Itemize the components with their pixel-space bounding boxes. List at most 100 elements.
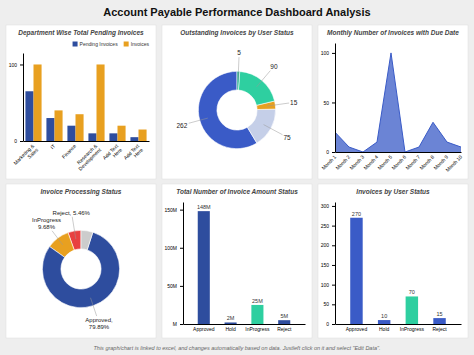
marks (198, 211, 291, 324)
data-label: 5 (237, 49, 241, 56)
leader-line (264, 125, 283, 135)
x-tick-label: Hold (379, 326, 390, 332)
chart-title: Invoices by User Status (356, 188, 430, 196)
x-tick: Add TextHere (101, 142, 123, 164)
x-tick: Approved (346, 326, 368, 332)
y-tick: 150 (321, 262, 335, 268)
data-label: 75 (284, 134, 292, 141)
bar (118, 126, 126, 141)
bar (25, 91, 33, 141)
y-tick-mark (332, 324, 335, 325)
data-label: 90 (270, 63, 278, 70)
axis-line (335, 203, 336, 325)
y-tick-mark (332, 245, 335, 246)
y-tick-mark (332, 285, 335, 286)
label-line: Month 10 (444, 154, 463, 173)
panel-group: Total Number of Invoice Amount Status148… (162, 184, 312, 338)
leader-line (52, 231, 63, 245)
y-tick-label: 150M (164, 207, 177, 213)
x-tick: Reject (277, 326, 292, 332)
x-tick-label: Marketing &Sales (12, 142, 39, 169)
y-tick-label: 50M (167, 283, 177, 289)
label-line: Here (132, 147, 144, 159)
y-tick: 250 (321, 223, 335, 229)
axis-line (335, 44, 336, 153)
x-tick: Approved (193, 326, 215, 332)
label-line: 15 (290, 99, 298, 106)
leader-lines (189, 57, 289, 135)
data-label: Reject, 5.46% (53, 210, 91, 216)
x-axis: ApprovedHoldInProgressReject (184, 325, 306, 332)
x-tick-label: Add TextHere (122, 142, 144, 164)
bar (67, 126, 75, 141)
label-line: Reject (277, 326, 292, 332)
y-tick-mark (332, 265, 335, 266)
label-line: 75 (284, 134, 292, 141)
background (0, 0, 474, 355)
y-tick: 50 (323, 100, 335, 106)
x-tick: Hold (379, 326, 390, 332)
x-tick-label: IT (49, 143, 56, 150)
x-tick-label: Approved (346, 326, 368, 332)
y-axis: 050100150200250300 (321, 203, 336, 328)
data-label: 70 (409, 289, 415, 295)
label-line: 79.89% (89, 324, 110, 330)
x-tick-label: Hold (225, 326, 236, 332)
data-label: 5M (280, 313, 288, 319)
labels: Reject, 5.46%InProgress9.68%Approved,79.… (32, 210, 113, 330)
x-tick: InProgress (400, 326, 425, 332)
y-axis: 050100 (321, 44, 336, 156)
leader-line (257, 71, 271, 87)
bar (139, 130, 147, 141)
x-tick: Reject (432, 326, 447, 332)
y-tick-mark (332, 206, 335, 207)
bar (433, 318, 445, 324)
data-label: 25M (252, 298, 263, 304)
label-line: Hold (379, 326, 390, 332)
data-label: 270 (352, 211, 361, 217)
y-tick: 50M (167, 283, 183, 289)
y-tick-mark (180, 210, 183, 211)
slice (247, 109, 275, 143)
legend-swatch (124, 42, 129, 47)
y-tick-label: 150 (321, 262, 330, 268)
bar (406, 296, 418, 324)
footer-note: This graph/chart is linked to excel, and… (93, 345, 380, 351)
y-tick-mark (20, 64, 23, 65)
chart-title: Outstanding Invoices by User Status (180, 29, 294, 37)
axis-line (24, 141, 150, 142)
bar (88, 133, 96, 141)
panel (318, 25, 468, 179)
line (335, 53, 461, 152)
x-tick: Add TextHere (122, 142, 144, 164)
bar (130, 137, 138, 141)
plot: Month 1Month 2Month 3Month 4Month 5Month… (320, 44, 463, 173)
data-label: InProgress9.68% (32, 217, 61, 230)
label-line: Approved (346, 326, 368, 332)
bar (378, 320, 390, 324)
label-line: IT (49, 143, 56, 150)
panel (6, 25, 156, 179)
y-tick-mark (180, 248, 183, 249)
y-tick: 100M (164, 245, 183, 251)
y-tick-mark (180, 324, 183, 325)
x-axis: Month 1Month 2Month 3Month 4Month 5Month… (320, 153, 463, 173)
y-tick: 150M (164, 207, 183, 213)
label-line: Reject, 5.46% (53, 210, 91, 216)
axis-line (183, 203, 184, 325)
y-axis: 0100 (9, 54, 24, 145)
data-label: 2M (227, 315, 235, 321)
panel-group: Outstanding Invoices by User Status26275… (162, 25, 312, 179)
y-tick-label: 50 (323, 100, 329, 106)
bar (55, 110, 63, 141)
y-tick-label: 200 (321, 242, 330, 248)
slice (238, 71, 274, 105)
donut: Reject, 5.46%InProgress9.68%Approved,79.… (32, 210, 120, 330)
y-tick: 0 (326, 321, 335, 327)
bar (34, 64, 42, 141)
x-tick-label: Finance (60, 143, 77, 160)
leader-lines (52, 217, 97, 316)
data-label: 15 (436, 311, 442, 317)
bar (109, 133, 117, 141)
x-tick-label: InProgress (400, 326, 425, 332)
